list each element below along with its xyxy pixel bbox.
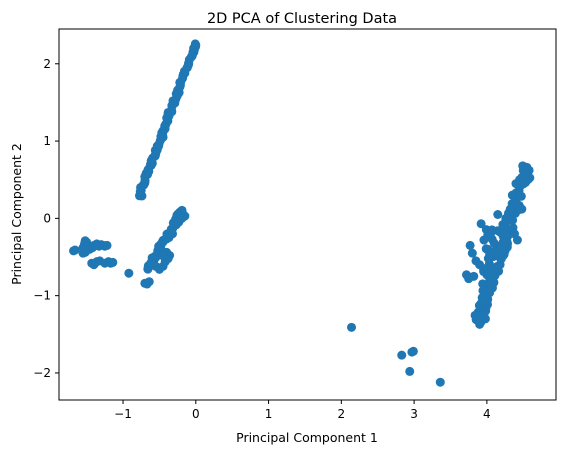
data-point — [467, 248, 477, 258]
data-point — [108, 257, 118, 267]
data-point — [187, 51, 197, 61]
data-point — [487, 271, 497, 281]
plot-frame — [58, 28, 557, 401]
data-point — [515, 175, 525, 185]
x-tick-label: 2 — [338, 407, 346, 421]
data-point — [397, 350, 407, 360]
data-point — [140, 176, 150, 186]
x-tick-label: 1 — [265, 407, 273, 421]
data-point — [506, 206, 516, 216]
points-layer — [69, 39, 535, 387]
data-point — [191, 40, 201, 50]
data-point — [408, 346, 418, 356]
data-point — [476, 219, 486, 229]
data-point — [160, 121, 170, 131]
x-tick-label: 3 — [410, 407, 418, 421]
data-point — [70, 245, 80, 255]
data-point — [493, 210, 503, 219]
data-point — [167, 107, 177, 117]
data-point — [478, 279, 488, 289]
data-point — [182, 63, 192, 73]
data-point — [147, 158, 157, 168]
data-point — [137, 191, 147, 201]
data-point — [517, 204, 527, 214]
data-point — [435, 377, 445, 387]
data-point — [157, 250, 167, 260]
data-point — [405, 366, 415, 376]
x-tick-label: −1 — [114, 407, 132, 421]
data-point — [483, 254, 493, 264]
data-point — [524, 165, 534, 175]
data-point — [158, 132, 168, 142]
data-point — [483, 287, 493, 297]
data-point — [462, 270, 471, 280]
data-point — [124, 268, 134, 278]
data-point — [489, 238, 499, 248]
data-point — [481, 244, 491, 254]
data-point — [478, 295, 488, 305]
data-point — [102, 240, 112, 250]
data-point — [347, 322, 357, 332]
data-point — [170, 217, 180, 227]
y-axis: −2 −1 0 1 2 — [33, 57, 59, 380]
data-point — [173, 90, 183, 100]
y-tick-label: 1 — [43, 134, 51, 148]
data-point — [177, 213, 187, 223]
data-point — [498, 220, 508, 230]
data-point — [471, 256, 481, 266]
y-axis-label: Principal Component 2 — [9, 143, 24, 285]
data-point — [151, 148, 161, 158]
data-point — [465, 240, 475, 250]
x-tick-label: 4 — [483, 407, 491, 421]
data-point — [479, 235, 489, 245]
data-point — [515, 191, 525, 201]
y-tick-label: 2 — [43, 57, 51, 71]
x-axis-label: Principal Component 1 — [236, 430, 378, 445]
data-point — [500, 238, 510, 248]
data-point — [143, 165, 153, 175]
data-point — [491, 247, 501, 257]
data-point — [493, 226, 503, 236]
data-point — [507, 190, 517, 200]
x-tick-label: 0 — [192, 407, 200, 421]
y-tick-label: −1 — [33, 289, 51, 303]
data-point — [486, 278, 496, 288]
data-point — [510, 229, 520, 239]
data-point — [486, 229, 496, 239]
data-point — [168, 229, 178, 239]
y-tick-label: −2 — [33, 366, 51, 380]
chart-title: 2D PCA of Clustering Data — [207, 11, 397, 27]
data-point — [480, 314, 490, 324]
y-tick-label: 0 — [43, 211, 51, 225]
x-axis: −1 0 1 2 3 4 — [114, 400, 491, 421]
data-point — [144, 277, 154, 287]
